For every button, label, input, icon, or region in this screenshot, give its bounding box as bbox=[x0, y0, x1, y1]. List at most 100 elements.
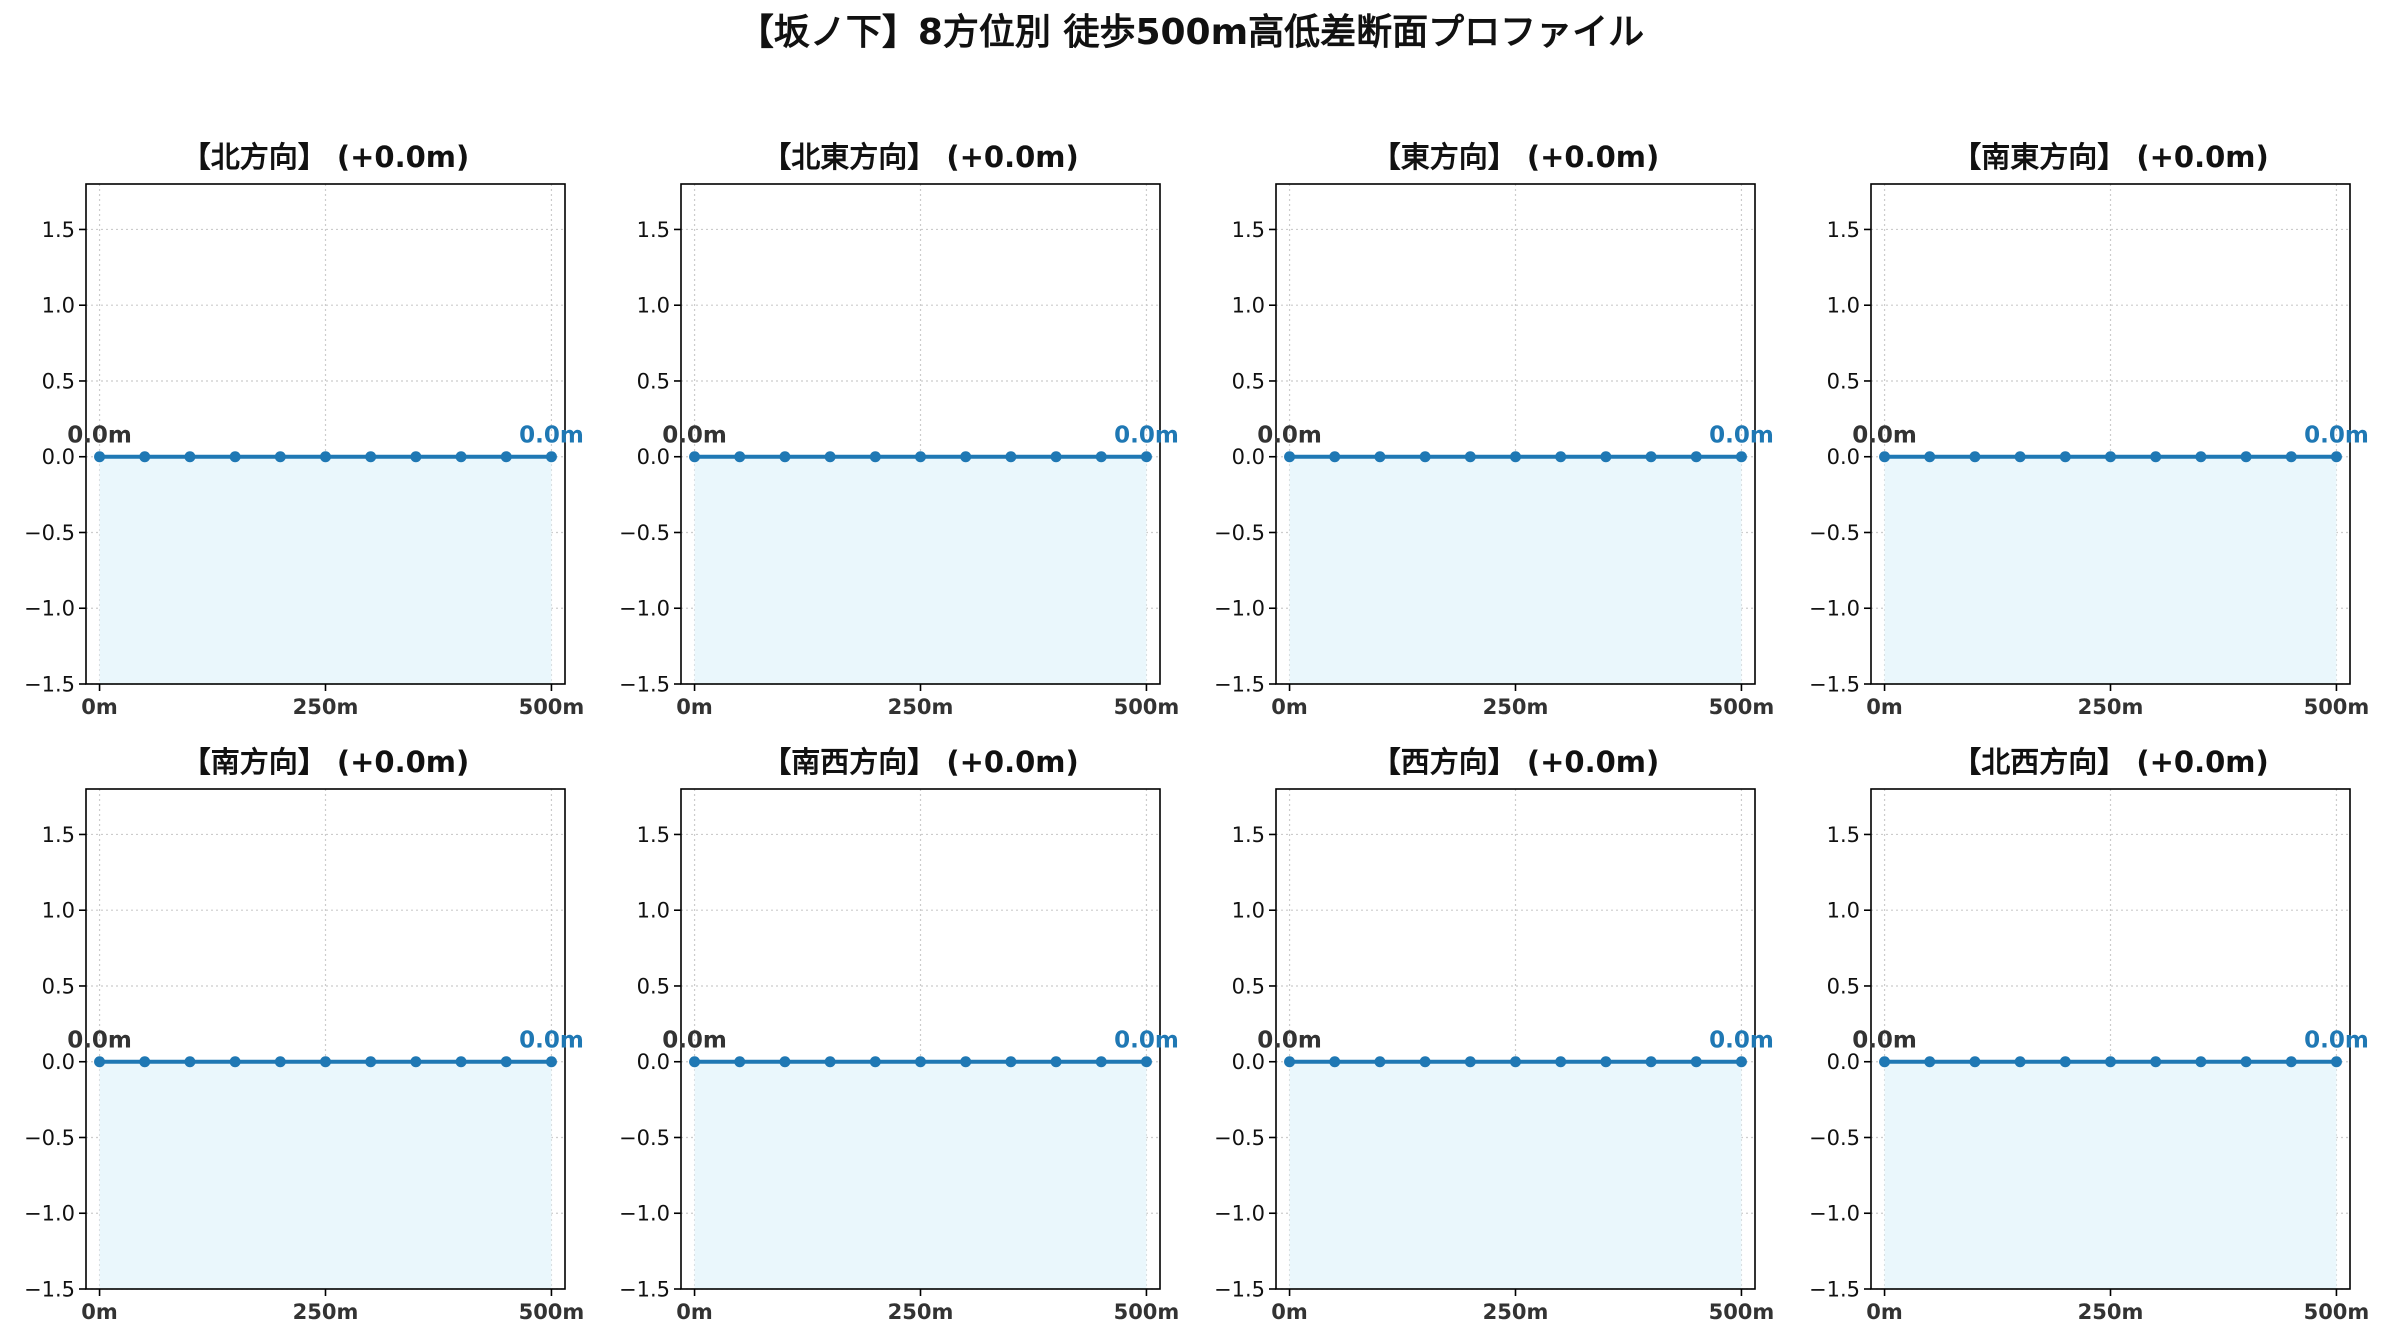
y-tick-label: −1.0 bbox=[619, 597, 670, 621]
profile-point bbox=[94, 451, 106, 463]
y-tick-label: −1.0 bbox=[24, 597, 75, 621]
end-elevation-label: 0.0m bbox=[519, 1028, 584, 1054]
profile-point bbox=[1600, 451, 1612, 463]
profile-point bbox=[1095, 1056, 1107, 1068]
y-tick-label: −0.5 bbox=[1214, 1126, 1265, 1150]
x-tick-label: 250m bbox=[293, 695, 359, 719]
profile-point bbox=[1419, 451, 1431, 463]
profile-point bbox=[1050, 1056, 1062, 1068]
y-tick-label: −0.5 bbox=[1809, 521, 1860, 545]
y-tick-label: 1.0 bbox=[1827, 294, 1860, 318]
profile-point bbox=[960, 1056, 972, 1068]
x-tick-label: 250m bbox=[888, 1300, 954, 1324]
y-tick-label: −0.5 bbox=[1214, 521, 1265, 545]
profile-fill bbox=[1289, 1061, 1742, 1289]
x-tick-label: 500m bbox=[519, 1300, 585, 1324]
profile-point bbox=[1600, 1056, 1612, 1068]
panel-title: 【南西方向】 (+0.0m) bbox=[762, 745, 1079, 779]
x-tick-label: 250m bbox=[293, 1300, 359, 1324]
x-tick-label: 250m bbox=[1483, 1300, 1549, 1324]
y-tick-label: 1.0 bbox=[42, 294, 75, 318]
profile-point bbox=[410, 1056, 422, 1068]
panel-title: 【北方向】 (+0.0m) bbox=[182, 140, 470, 174]
profile-point bbox=[734, 451, 746, 463]
start-elevation-label: 0.0m bbox=[67, 1028, 132, 1054]
profile-point bbox=[1374, 451, 1386, 463]
y-tick-label: −1.0 bbox=[1214, 1202, 1265, 1226]
y-tick-label: −1.5 bbox=[619, 1278, 670, 1302]
y-tick-label: −1.5 bbox=[24, 1278, 75, 1302]
profile-point bbox=[1555, 451, 1567, 463]
profile-point bbox=[1329, 451, 1341, 463]
profile-point bbox=[1005, 1056, 1017, 1068]
y-tick-label: −0.5 bbox=[619, 1126, 670, 1150]
profile-point bbox=[1005, 451, 1017, 463]
profile-point bbox=[779, 1056, 791, 1068]
x-tick-label: 0m bbox=[676, 695, 713, 719]
panels: 【北方向】 (+0.0m) −1.5 −1.0 −0.5 0.0 0.5 1.0 1.5 0m 2… bbox=[24, 140, 2369, 1324]
profile-point bbox=[320, 451, 331, 463]
profile-point bbox=[1645, 1056, 1657, 1068]
y-tick-label: 1.5 bbox=[42, 218, 75, 242]
y-tick-label: 1.0 bbox=[637, 899, 670, 923]
x-tick-label: 0m bbox=[1271, 1300, 1308, 1324]
profile-point bbox=[139, 451, 151, 463]
x-tick-label: 500m bbox=[2304, 695, 2370, 719]
profile-point bbox=[1374, 1056, 1386, 1068]
y-tick-label: 0.5 bbox=[42, 974, 75, 998]
profile-point bbox=[2195, 451, 2207, 463]
profile-point bbox=[2059, 1056, 2071, 1068]
profile-fill bbox=[1884, 1061, 2337, 1289]
y-tick-label: 1.5 bbox=[42, 823, 75, 847]
profile-point bbox=[2150, 451, 2162, 463]
profile-fill bbox=[694, 1061, 1147, 1289]
x-tick-label: 0m bbox=[81, 1300, 118, 1324]
profile-point bbox=[184, 451, 196, 463]
panel-title: 【北西方向】 (+0.0m) bbox=[1952, 745, 2269, 779]
profile-point bbox=[500, 451, 512, 463]
profile-point bbox=[229, 451, 241, 463]
profile-point bbox=[455, 451, 467, 463]
profile-point bbox=[2105, 1056, 2116, 1068]
y-tick-label: 1.5 bbox=[1827, 218, 1860, 242]
profile-point bbox=[689, 451, 701, 463]
profile-point bbox=[1140, 451, 1152, 463]
profile-point bbox=[320, 1056, 331, 1068]
y-tick-label: 1.0 bbox=[1232, 294, 1265, 318]
profile-point bbox=[2285, 451, 2297, 463]
end-elevation-label: 0.0m bbox=[1114, 423, 1179, 449]
panel-title: 【北東方向】 (+0.0m) bbox=[762, 140, 1079, 174]
y-tick-label: 1.0 bbox=[42, 899, 75, 923]
profile-point bbox=[1419, 1056, 1431, 1068]
y-tick-label: 0.0 bbox=[1232, 1050, 1265, 1074]
profile-point bbox=[1690, 451, 1702, 463]
profile-point bbox=[1464, 451, 1476, 463]
start-elevation-label: 0.0m bbox=[1852, 423, 1917, 449]
panel-title: 【南東方向】 (+0.0m) bbox=[1952, 140, 2269, 174]
end-elevation-label: 0.0m bbox=[2304, 423, 2369, 449]
x-tick-label: 0m bbox=[81, 695, 118, 719]
profile-point bbox=[1645, 451, 1657, 463]
profile-point bbox=[1095, 451, 1107, 463]
start-elevation-label: 0.0m bbox=[67, 423, 132, 449]
profile-point bbox=[869, 1056, 881, 1068]
y-tick-label: 0.0 bbox=[1827, 1050, 1860, 1074]
profile-point bbox=[1735, 1056, 1747, 1068]
profile-point bbox=[824, 1056, 836, 1068]
y-tick-label: 0.0 bbox=[637, 445, 670, 469]
y-tick-label: −1.0 bbox=[1214, 597, 1265, 621]
profile-point bbox=[1284, 1056, 1296, 1068]
profile-point bbox=[410, 451, 422, 463]
y-tick-label: 1.5 bbox=[637, 218, 670, 242]
end-elevation-label: 0.0m bbox=[519, 423, 584, 449]
x-tick-label: 500m bbox=[1709, 695, 1775, 719]
y-tick-label: 0.5 bbox=[1232, 974, 1265, 998]
profile-point bbox=[824, 451, 836, 463]
profile-point bbox=[915, 451, 926, 463]
y-tick-label: 0.5 bbox=[637, 974, 670, 998]
profile-point bbox=[2150, 1056, 2162, 1068]
profile-point bbox=[1690, 1056, 1702, 1068]
x-tick-label: 0m bbox=[1271, 695, 1308, 719]
x-tick-label: 250m bbox=[2078, 1300, 2144, 1324]
x-tick-label: 250m bbox=[1483, 695, 1549, 719]
